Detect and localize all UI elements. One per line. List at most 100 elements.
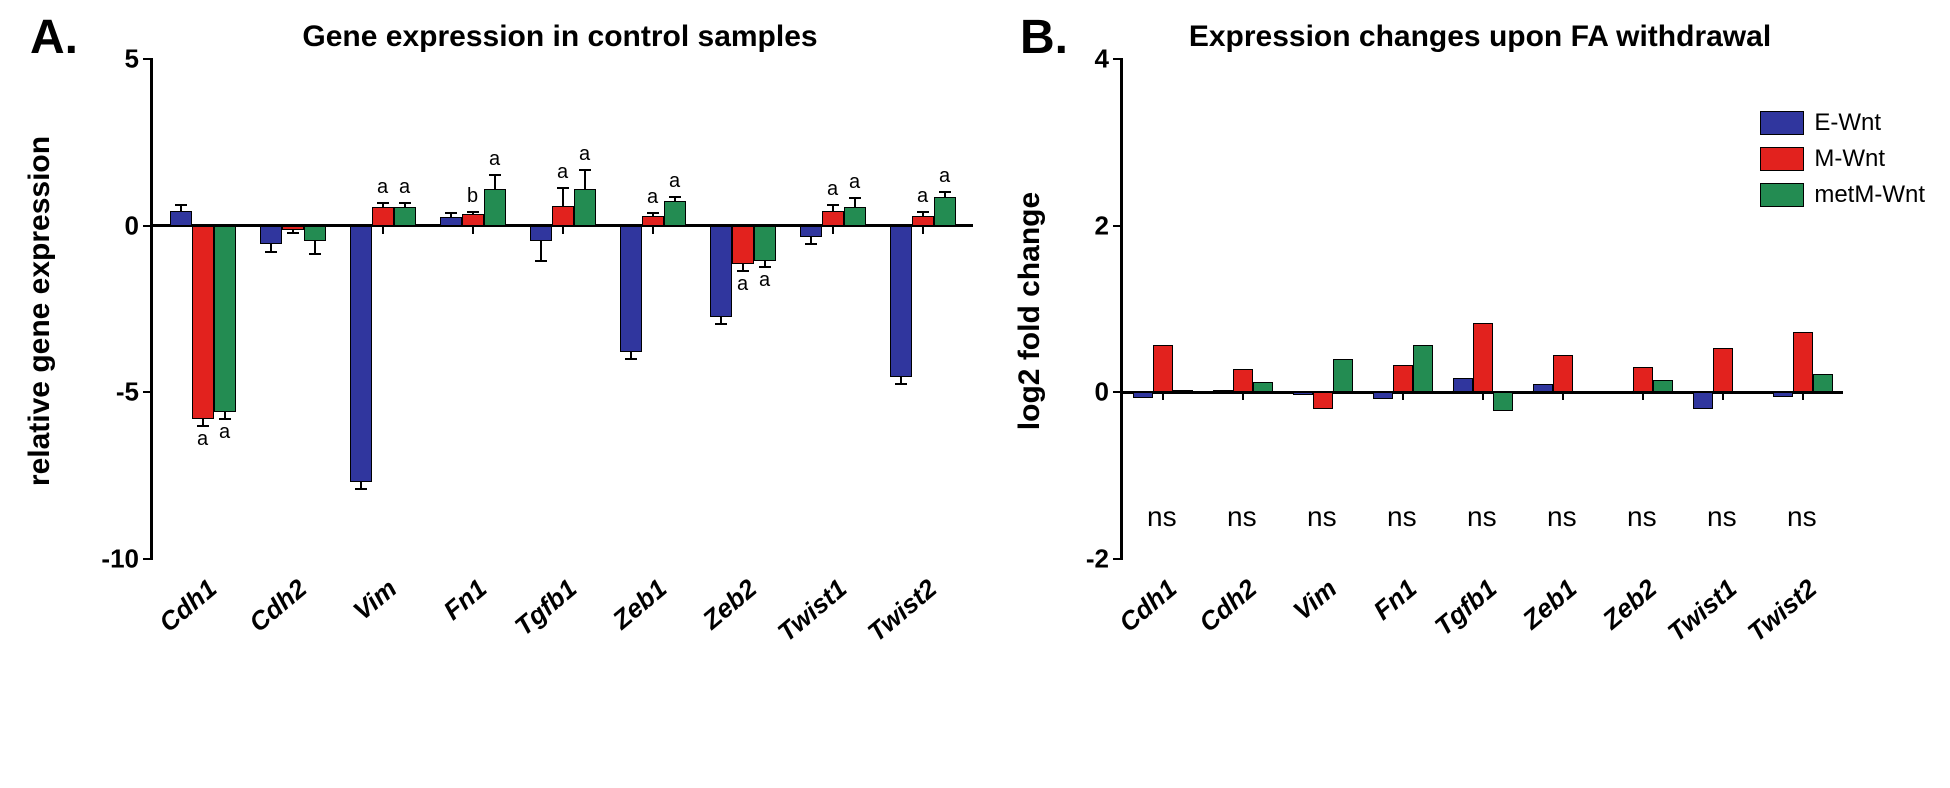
- bar: [822, 211, 844, 226]
- legend-label: E-Wnt: [1814, 109, 1881, 137]
- ns-label: ns: [1147, 501, 1177, 533]
- x-label: Fn1: [396, 573, 493, 661]
- annotation: b: [467, 185, 478, 208]
- bar: [1293, 392, 1313, 395]
- x-label: Tgfb1: [1406, 573, 1503, 661]
- chart-a-plot: -10-505Cdh1Cdh2VimFn1Tgfb1Zeb1Zeb2Twist1…: [150, 59, 973, 559]
- bar: [1393, 365, 1413, 393]
- annotation: a: [377, 176, 388, 199]
- x-label: Fn1: [1326, 573, 1423, 661]
- bar: [1153, 345, 1173, 393]
- annotation: a: [849, 171, 860, 194]
- annotation: a: [399, 176, 410, 199]
- annotation: a: [939, 165, 950, 188]
- panel-b: B. Expression changes upon FA withdrawal…: [1010, 20, 1930, 679]
- bar: [1733, 391, 1753, 393]
- bar: [1253, 382, 1273, 392]
- y-tick-label: 4: [1095, 44, 1123, 75]
- y-tick-label: -10: [101, 544, 153, 575]
- bar: [484, 189, 506, 226]
- annotation: a: [197, 428, 208, 451]
- y-tick-label: -2: [1086, 544, 1123, 575]
- legend-label: metM-Wnt: [1814, 181, 1925, 209]
- annotation: a: [737, 273, 748, 296]
- bar: [1373, 392, 1393, 399]
- bar: [800, 226, 822, 238]
- bar: [1133, 392, 1153, 398]
- annotation: a: [669, 170, 680, 193]
- ns-label: ns: [1387, 501, 1417, 533]
- y-tick-label: 2: [1095, 210, 1123, 241]
- chart-a: relative gene expression -10-505Cdh1Cdh2…: [20, 59, 980, 559]
- ns-label: ns: [1467, 501, 1497, 533]
- panel-b-label: B.: [1020, 10, 1068, 65]
- annotation: a: [219, 421, 230, 444]
- bar: [372, 207, 394, 225]
- x-label: Zeb2: [1566, 573, 1663, 661]
- bar: [1813, 374, 1833, 392]
- bar: [754, 226, 776, 261]
- x-label: Zeb1: [576, 573, 673, 661]
- chart-b-title: Expression changes upon FA withdrawal: [1120, 20, 1840, 54]
- y-tick-label: 0: [125, 210, 153, 241]
- ns-label: ns: [1627, 501, 1657, 533]
- legend-item: E-Wnt: [1760, 109, 1925, 137]
- x-label: Twist1: [1646, 573, 1743, 661]
- x-label: Zeb1: [1486, 573, 1583, 661]
- bar: [912, 216, 934, 226]
- chart-a-title: Gene expression in control samples: [150, 20, 970, 54]
- annotation: a: [759, 269, 770, 292]
- x-label: Twist2: [1726, 573, 1823, 661]
- ns-label: ns: [1787, 501, 1817, 533]
- bar: [1333, 359, 1353, 392]
- x-label: Vim: [1246, 573, 1343, 661]
- bar: [462, 214, 484, 226]
- ns-label: ns: [1307, 501, 1337, 533]
- ns-label: ns: [1227, 501, 1257, 533]
- ns-label: ns: [1707, 501, 1737, 533]
- annotation: a: [647, 186, 658, 209]
- bar: [620, 226, 642, 353]
- chart-b: log2 fold change -2024Cdh1Cdh2VimFn1Tgfb…: [1010, 59, 1930, 559]
- bar: [574, 189, 596, 226]
- bar: [530, 226, 552, 241]
- bar: [304, 226, 326, 241]
- bar: [1613, 391, 1633, 393]
- bar: [170, 211, 192, 226]
- legend-item: M-Wnt: [1760, 145, 1925, 173]
- bar: [1233, 369, 1253, 392]
- bar: [552, 206, 574, 226]
- bar: [1553, 355, 1573, 393]
- ns-label: ns: [1547, 501, 1577, 533]
- panel-a: A. Gene expression in control samples re…: [20, 20, 980, 679]
- bar: [642, 216, 664, 226]
- bar: [192, 226, 214, 419]
- annotation: a: [827, 178, 838, 201]
- bar: [1633, 367, 1653, 392]
- bar: [732, 226, 754, 264]
- x-label: Zeb2: [666, 573, 763, 661]
- bar: [350, 226, 372, 483]
- x-label: Twist1: [756, 573, 853, 661]
- legend: E-Wnt M-Wnt metM-Wnt: [1760, 109, 1925, 217]
- bar: [440, 217, 462, 225]
- legend-swatch: [1760, 111, 1804, 135]
- x-label: Cdh2: [216, 573, 313, 661]
- bar: [890, 226, 912, 378]
- bar: [1453, 378, 1473, 392]
- bar: [1413, 345, 1433, 393]
- chart-b-ylabel: log2 fold change: [1013, 61, 1047, 561]
- bar: [1793, 332, 1813, 392]
- annotation: a: [579, 143, 590, 166]
- bar: [214, 226, 236, 413]
- bar: [1713, 348, 1733, 392]
- x-label: Cdh2: [1166, 573, 1263, 661]
- figure: A. Gene expression in control samples re…: [20, 20, 1930, 679]
- y-tick-label: 5: [125, 44, 153, 75]
- bar: [1473, 323, 1493, 392]
- panel-a-label: A.: [30, 10, 78, 65]
- bar: [844, 207, 866, 225]
- bar: [1313, 392, 1333, 409]
- legend-label: M-Wnt: [1814, 145, 1885, 173]
- bar: [664, 201, 686, 226]
